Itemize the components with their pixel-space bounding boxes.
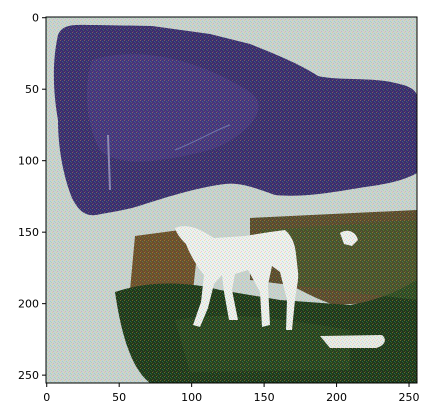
- x-tick-label: 150: [254, 391, 275, 404]
- x-tick-label: 0: [43, 391, 50, 404]
- dither-overlay: [46, 17, 417, 383]
- y-tick-label: 200: [18, 298, 39, 311]
- image-area: [46, 17, 417, 383]
- y-tick-label: 50: [25, 83, 39, 96]
- x-tick-label: 250: [399, 391, 420, 404]
- y-axis: 0 50 100 150 200 250: [18, 12, 46, 382]
- axes-frame: [45, 16, 418, 384]
- y-tick-label: 100: [18, 155, 39, 168]
- x-axis: 0 50 100 150 200 250: [43, 383, 420, 404]
- y-tick-label: 0: [32, 12, 39, 25]
- x-tick-label: 50: [112, 391, 126, 404]
- x-tick-label: 200: [326, 391, 347, 404]
- x-tick-label: 100: [181, 391, 202, 404]
- y-tick-label: 250: [18, 369, 39, 382]
- y-tick-label: 150: [18, 226, 39, 239]
